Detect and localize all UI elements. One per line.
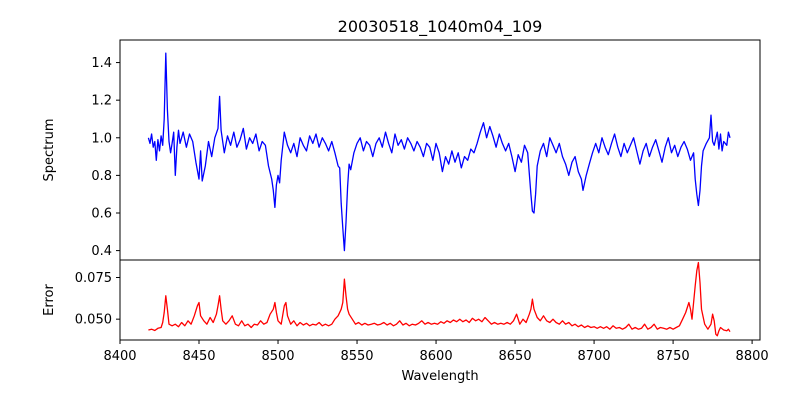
x-tick-label: 8450 xyxy=(182,349,215,364)
spectrum-line-layer xyxy=(147,52,731,252)
y-tick-label: 0.4 xyxy=(91,244,112,259)
error-axes-frame xyxy=(119,259,761,341)
error-series-line-0 xyxy=(148,261,731,337)
error-y-ticks: 0.050 0.075 xyxy=(75,271,120,328)
error-line-layer xyxy=(148,261,731,337)
x-axis-label: Wavelength xyxy=(401,369,478,384)
x-tick-label: 8800 xyxy=(736,349,769,364)
x-ticks: 8400 8450 8500 8550 8600 8650 8700 8750 8800 xyxy=(103,340,769,364)
error-panel: 0.050 0.075 Error xyxy=(42,259,761,341)
x-tick-label: 8550 xyxy=(340,349,373,364)
spectrum-y-axis-label: Spectrum xyxy=(42,119,57,182)
y-tick-label: 0.8 xyxy=(91,169,112,184)
y-tick-label: 0.6 xyxy=(91,206,112,221)
y-tick-label: 1.2 xyxy=(91,94,112,109)
x-tick-label: 8650 xyxy=(499,349,532,364)
x-tick-label: 8750 xyxy=(657,349,690,364)
y-tick-label: 1.4 xyxy=(91,56,112,71)
x-tick-label: 8400 xyxy=(103,349,136,364)
x-tick-label: 8500 xyxy=(261,349,294,364)
spectrum-panel: 0.4 0.6 0.8 1.0 1.2 1.4 Spectrum xyxy=(42,39,761,261)
spectrum-y-ticks: 0.4 0.6 0.8 1.0 1.2 1.4 xyxy=(91,56,120,259)
y-tick-label: 0.050 xyxy=(75,313,112,328)
x-tick-label: 8600 xyxy=(420,349,453,364)
x-tick-label: 8700 xyxy=(578,349,611,364)
y-tick-label: 1.0 xyxy=(91,131,112,146)
spectrum-series-line-0 xyxy=(147,52,731,252)
chart-title: 20030518_1040m04_109 xyxy=(338,17,543,37)
y-tick-label: 0.075 xyxy=(75,271,112,286)
error-y-axis-label: Error xyxy=(42,284,57,316)
